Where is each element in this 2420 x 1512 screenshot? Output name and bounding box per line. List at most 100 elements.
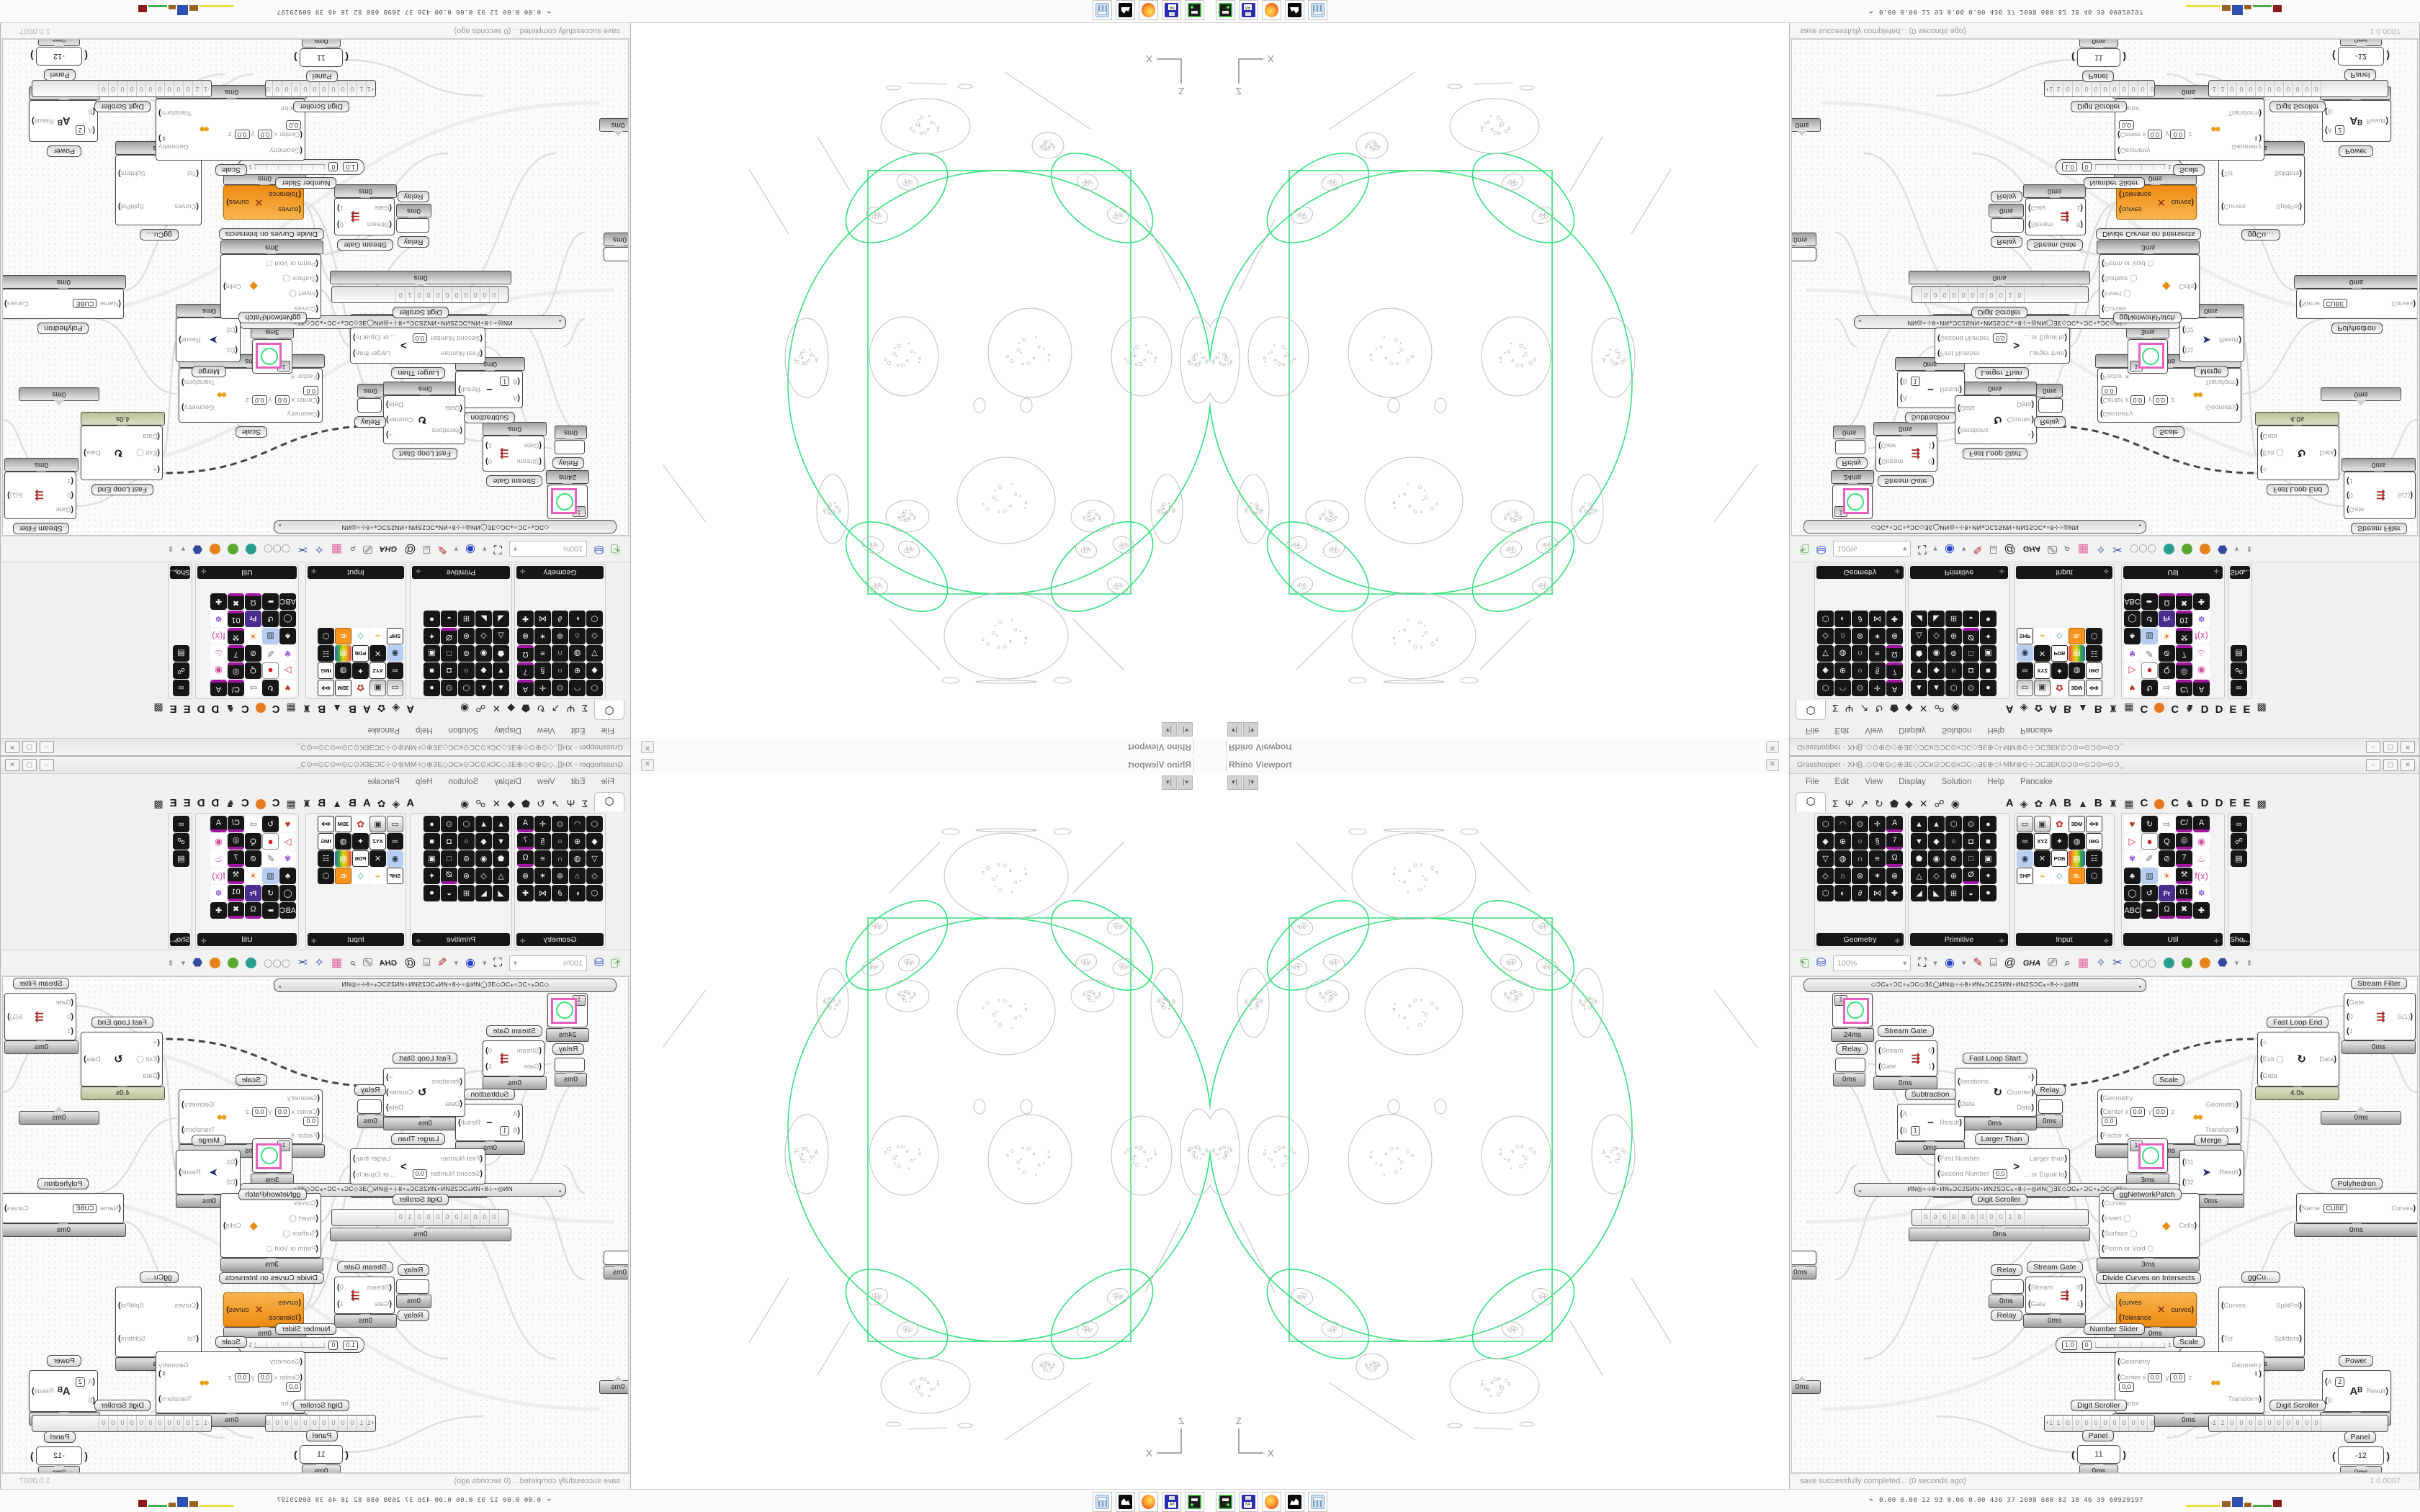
taskbar-rhino-icon[interactable] bbox=[1116, 1492, 1135, 1512]
tab-icon[interactable]: ✕ bbox=[1919, 703, 1928, 714]
component-label[interactable]: Scale bbox=[215, 164, 247, 176]
close-icon[interactable]: ✕ bbox=[1766, 741, 1779, 753]
palette-icon[interactable]: ■ bbox=[424, 833, 440, 850]
palette-icon[interactable]: ⬡ bbox=[1945, 680, 1962, 696]
component-label[interactable]: Larger Than bbox=[391, 367, 446, 379]
minimize-button[interactable]: – bbox=[2366, 759, 2380, 771]
frame-icon[interactable]: ⛶ bbox=[493, 956, 502, 969]
palette-icon[interactable]: ⇨ bbox=[2159, 816, 2175, 832]
palette-icon[interactable]: ⬡ bbox=[586, 816, 603, 832]
palette-icon[interactable]: ● bbox=[262, 662, 279, 679]
digit-scroller[interactable]: · 0 0 0 0 0 0 0 0 0 1 0 bbox=[331, 1209, 508, 1226]
palette-icon[interactable]: ♨ bbox=[210, 850, 227, 867]
component-label[interactable]: Stream Filter bbox=[2351, 978, 2408, 989]
palette-icon[interactable]: ID. bbox=[335, 868, 351, 884]
curves-icon[interactable]: ✂ bbox=[297, 956, 308, 969]
component-label[interactable]: Larger Than bbox=[1974, 1133, 2029, 1145]
tab-icon[interactable]: ✕ bbox=[1919, 798, 1928, 809]
component-label[interactable]: Number Slider bbox=[275, 1323, 337, 1335]
palette-icon[interactable]: ⌂ bbox=[1834, 628, 1851, 644]
component-label[interactable]: Power bbox=[47, 145, 81, 157]
component-label[interactable]: Digit Scroller bbox=[2269, 1400, 2326, 1411]
palette-icon[interactable]: Ø bbox=[1963, 868, 1979, 884]
component-label[interactable]: Polyhedron bbox=[37, 323, 89, 334]
palette-icon[interactable]: ⚒ bbox=[2176, 868, 2192, 884]
component[interactable]: (A 2 (B Aᴮ Result) bbox=[2322, 1370, 2391, 1412]
gh-canvas[interactable]: ◇ƆC⁎∘ƆC∘⁎ƆC◇ƎƐ◯ИN◎∘⊹8∘ИN⁎ƆC2SИN∘ИN2SƆC⁎∘… bbox=[1791, 39, 2418, 536]
component[interactable]: (A (B 1− Result) bbox=[455, 1104, 523, 1141]
palette-icon[interactable]: ABC bbox=[2124, 593, 2141, 610]
component-label[interactable]: Digit Scroller bbox=[2071, 101, 2127, 112]
palette-icon[interactable]: ✦ bbox=[1980, 868, 1996, 884]
relay-body[interactable] bbox=[2038, 398, 2063, 413]
tab-icon[interactable]: Σ bbox=[1832, 798, 1839, 809]
palette-icon[interactable]: SHP bbox=[2017, 628, 2033, 644]
component[interactable]: (First Number (Second Number 0.0 > Larger t… bbox=[1935, 1148, 2070, 1184]
component-label[interactable]: Power bbox=[47, 1355, 81, 1367]
taskbar-rhino-icon[interactable] bbox=[1285, 0, 1304, 20]
component-label[interactable]: Scale bbox=[2153, 1074, 2185, 1086]
palette-icon[interactable]: IMG bbox=[2086, 662, 2102, 679]
palette-icon[interactable]: ⬡ bbox=[586, 611, 603, 627]
palette-icon[interactable]: ⋈ bbox=[1869, 885, 1886, 901]
at-icon[interactable]: @ bbox=[404, 956, 416, 969]
palette-icon[interactable]: 7 bbox=[2176, 850, 2192, 867]
drop-icon[interactable]: ▾ bbox=[454, 544, 459, 554]
rhino-viewport-pane[interactable]: Rhino Viewport ✕ ▾∣ ∣▾ Z X bbox=[1210, 756, 1790, 1489]
tab-plugin[interactable]: ◈ bbox=[2020, 798, 2028, 809]
save-icon[interactable]: ⛁ bbox=[593, 543, 604, 556]
tab-icon[interactable]: ◆ bbox=[1905, 703, 1913, 714]
at-icon[interactable]: @ bbox=[2004, 543, 2016, 556]
tab-icon[interactable]: ☍ bbox=[1934, 703, 1945, 714]
palette-icon[interactable]: ◇ bbox=[586, 868, 603, 884]
tab-plugin[interactable]: ▩ bbox=[153, 798, 163, 809]
palette-expand-icon[interactable]: ✛ bbox=[2213, 937, 2219, 945]
cyl-icon[interactable]: ◯◯◯ bbox=[264, 958, 291, 968]
number-slider[interactable]: 1.001 ○ bbox=[2056, 159, 2182, 175]
palette-icon[interactable]: ✚ bbox=[2193, 593, 2210, 610]
palette-icon[interactable]: □ bbox=[441, 850, 457, 867]
gh-canvas[interactable]: ◇ƆC⁎∘ƆC∘⁎ƆC◇ƎƐ◯ИN◎∘⊹8∘ИN⁎ƆC2SИN∘ИN2SƆC⁎∘… bbox=[2, 39, 629, 536]
palette-icon[interactable]: C/ bbox=[2176, 680, 2192, 696]
palette-icon[interactable]: ⊛ bbox=[1945, 868, 1962, 884]
lamp-icon[interactable]: ⌸ bbox=[1989, 956, 1997, 969]
palette-icon[interactable]: ⊛ bbox=[1852, 628, 1868, 644]
number-slider[interactable]: 1.001 ○ bbox=[2056, 1337, 2182, 1353]
palette-icon[interactable]: ✦ bbox=[352, 662, 369, 679]
tab-plugin[interactable]: A bbox=[406, 703, 415, 715]
palette-icon[interactable]: ▷ bbox=[279, 833, 296, 850]
palette-icon[interactable]: ◠ bbox=[569, 816, 586, 832]
palette-icon[interactable]: Ω bbox=[2159, 902, 2175, 919]
palette-icon[interactable]: ⬡ bbox=[586, 680, 603, 696]
palette-icon[interactable]: ▲ bbox=[1911, 680, 1927, 696]
component[interactable]: (Curves (Invert ◯ (Surface ◯ (Perim or Void… bbox=[220, 1193, 321, 1258]
bulb-icon[interactable]: ✧ bbox=[314, 543, 324, 556]
palette-icon[interactable]: ✕ bbox=[369, 645, 386, 662]
palette-icon[interactable]: ◯ bbox=[279, 885, 296, 901]
relay-body[interactable] bbox=[604, 1251, 629, 1265]
palette-icon[interactable]: ▲ bbox=[475, 680, 492, 696]
panel-value[interactable]: (-12) bbox=[30, 1446, 88, 1465]
palette-icon[interactable]: ◎ bbox=[2176, 833, 2192, 850]
folder-icon[interactable]: ⎗ bbox=[611, 543, 620, 556]
palette-icon[interactable]: ΦΦ bbox=[318, 680, 334, 696]
palette-icon[interactable]: ◘ bbox=[441, 833, 457, 850]
viewport-tab-label[interactable]: Rhino Viewport bbox=[1229, 760, 1292, 770]
palette-icon[interactable]: ♥ bbox=[279, 680, 296, 696]
taskbar-floppy64-icon[interactable] bbox=[1239, 0, 1258, 20]
palette-expand-icon[interactable]: ✛ bbox=[2103, 937, 2109, 945]
component[interactable]: (A 2 (B Aᴮ Result) bbox=[29, 1370, 98, 1412]
palette-expand-icon[interactable]: ✛ bbox=[311, 937, 317, 945]
palette-icon[interactable]: ⊚ bbox=[458, 645, 475, 662]
palette-icon[interactable]: ◇ bbox=[2051, 628, 2068, 644]
close-button[interactable]: ✕ bbox=[5, 759, 19, 771]
component-label[interactable]: Stream Gate bbox=[2027, 1261, 2083, 1273]
component-label[interactable]: Relay bbox=[2033, 1084, 2066, 1096]
palette-icon[interactable]: ⌂ bbox=[569, 628, 586, 644]
component-label[interactable]: Fast Loop Start bbox=[1963, 448, 2027, 459]
palette-icon[interactable]: ✦ bbox=[424, 628, 440, 644]
palette-icon[interactable]: ⊛ bbox=[552, 628, 568, 644]
palette-icon[interactable]: ◣ bbox=[475, 611, 492, 627]
menu-item-file[interactable]: File bbox=[1806, 726, 1819, 735]
palette-icon[interactable]: ∞ bbox=[387, 833, 403, 850]
